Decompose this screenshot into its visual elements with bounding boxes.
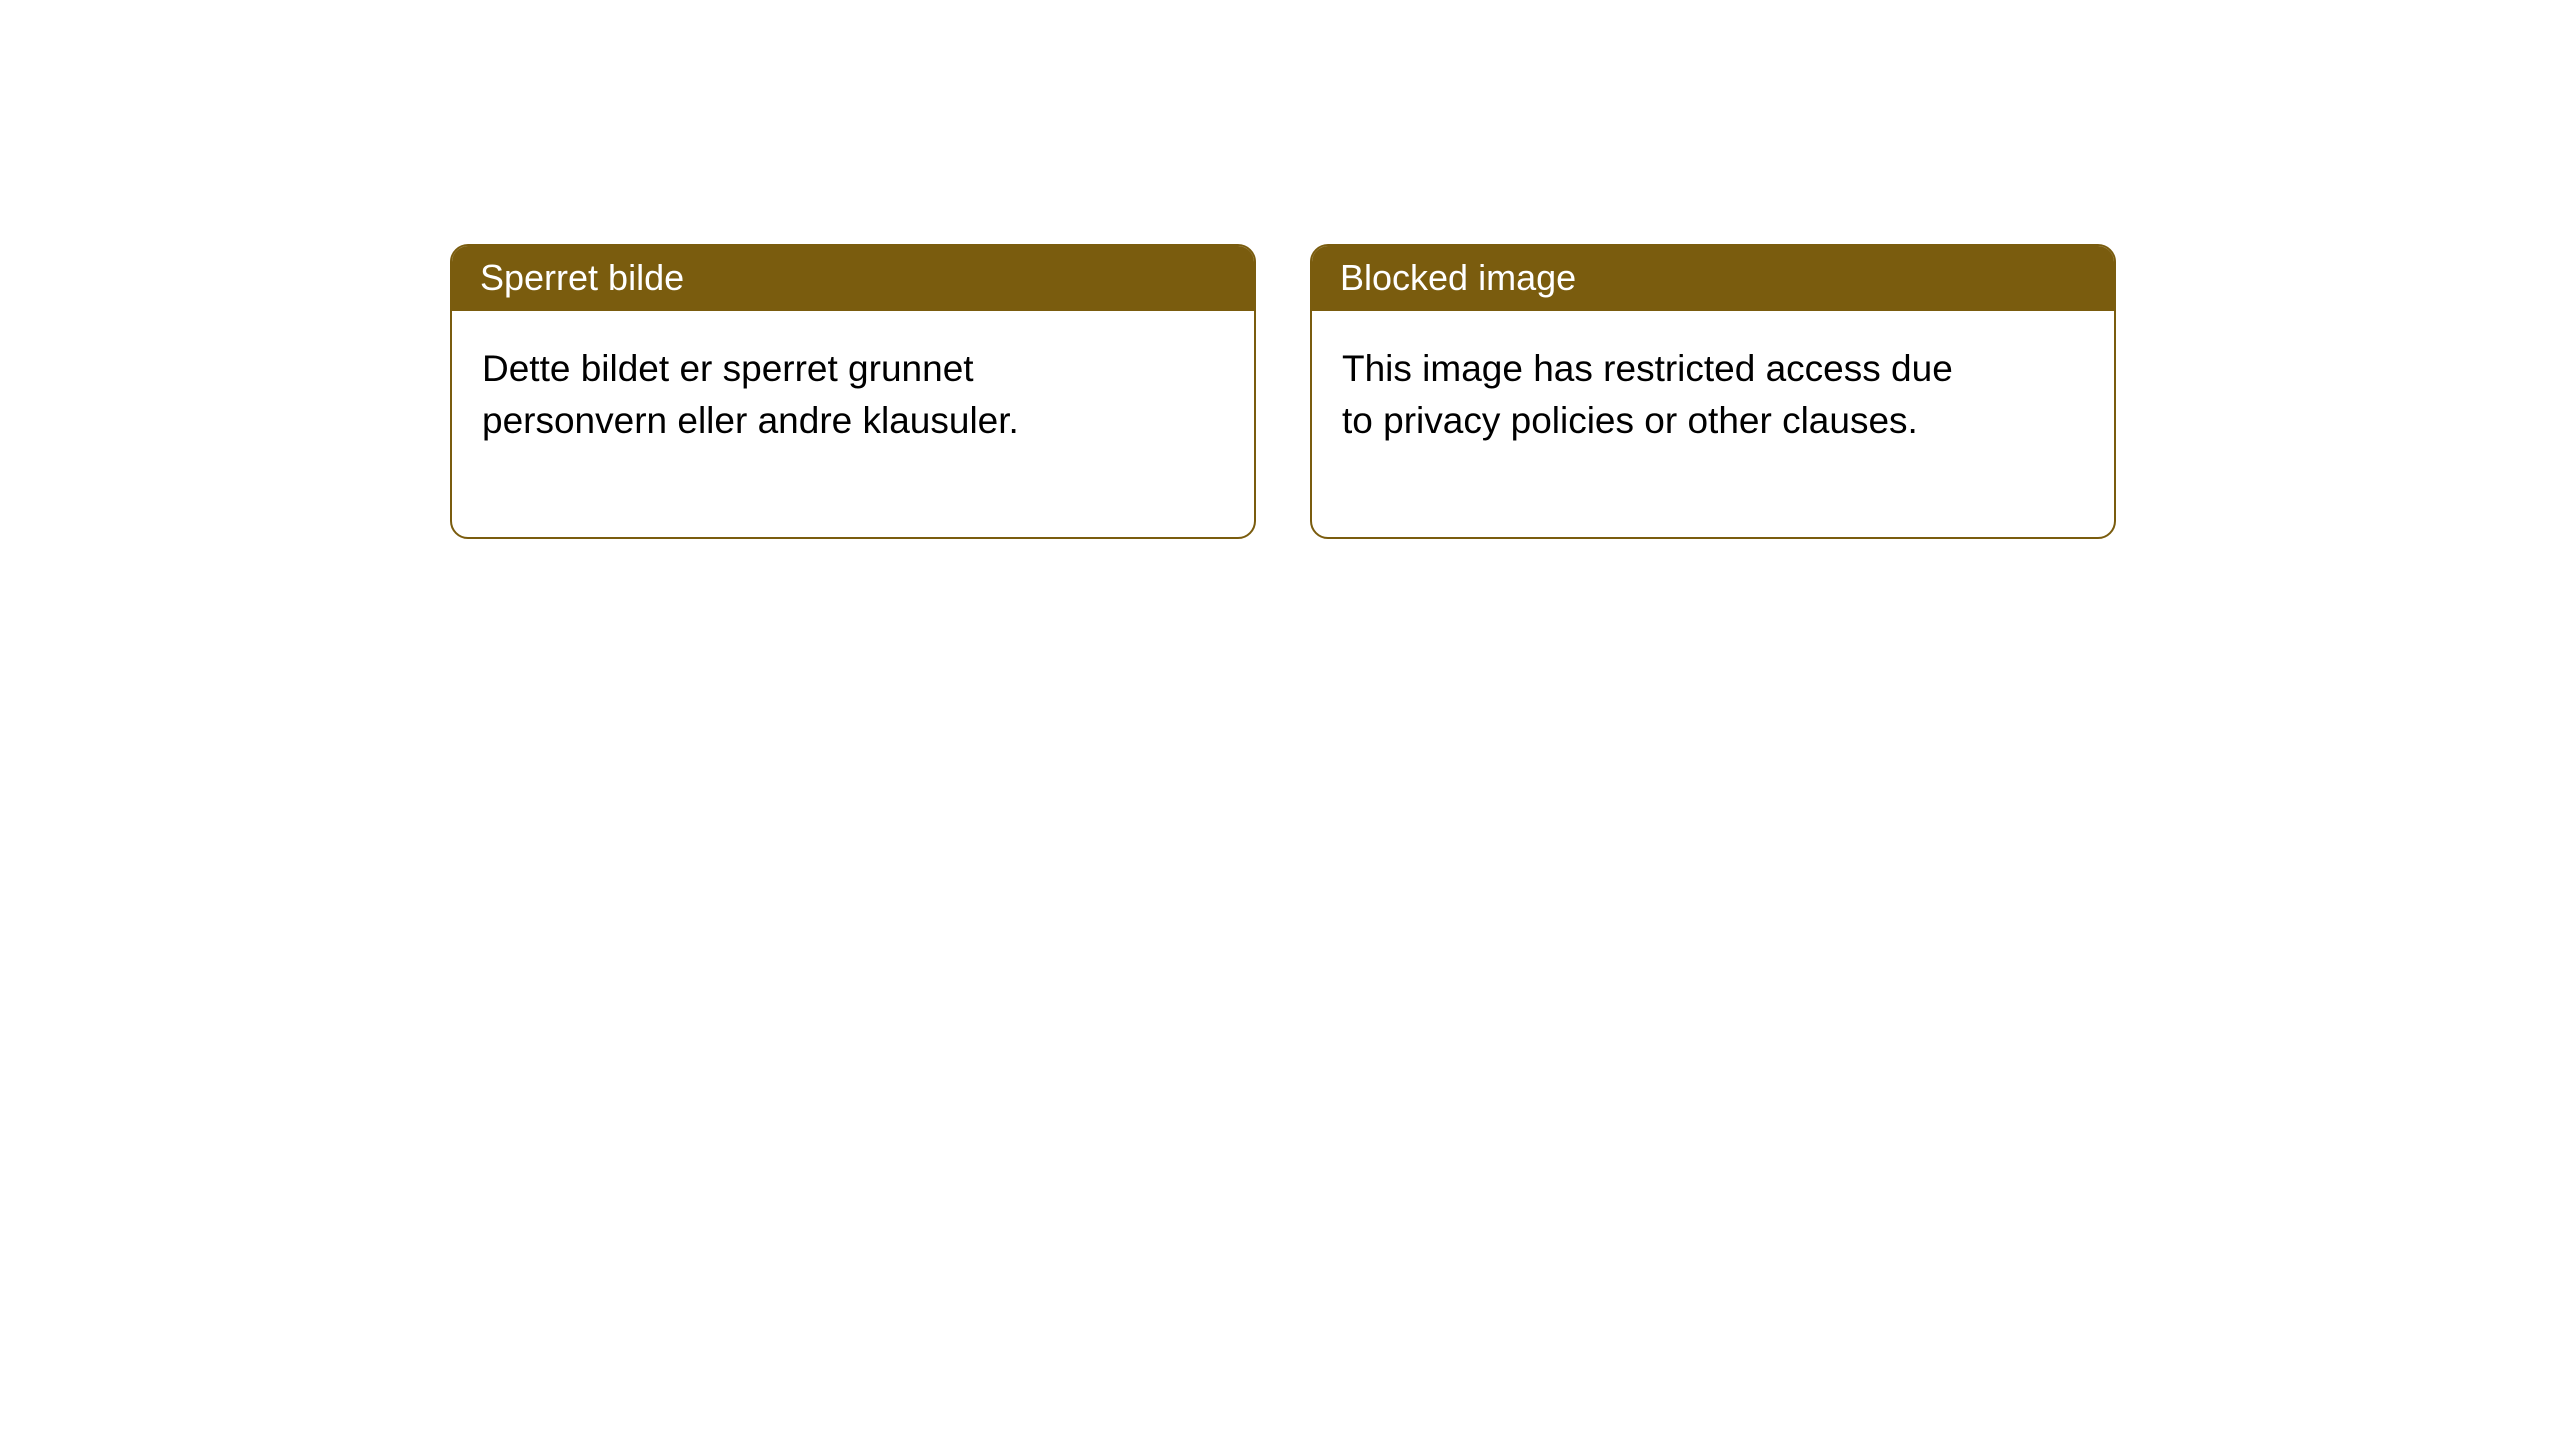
notice-card-no: Sperret bilde Dette bildet er sperret gr… xyxy=(450,244,1256,539)
notice-title-en: Blocked image xyxy=(1312,246,2114,311)
notice-title-no: Sperret bilde xyxy=(452,246,1254,311)
notice-container: Sperret bilde Dette bildet er sperret gr… xyxy=(0,0,2560,539)
notice-card-en: Blocked image This image has restricted … xyxy=(1310,244,2116,539)
notice-body-en: This image has restricted access due to … xyxy=(1312,311,1992,537)
notice-body-no: Dette bildet er sperret grunnet personve… xyxy=(452,311,1132,537)
